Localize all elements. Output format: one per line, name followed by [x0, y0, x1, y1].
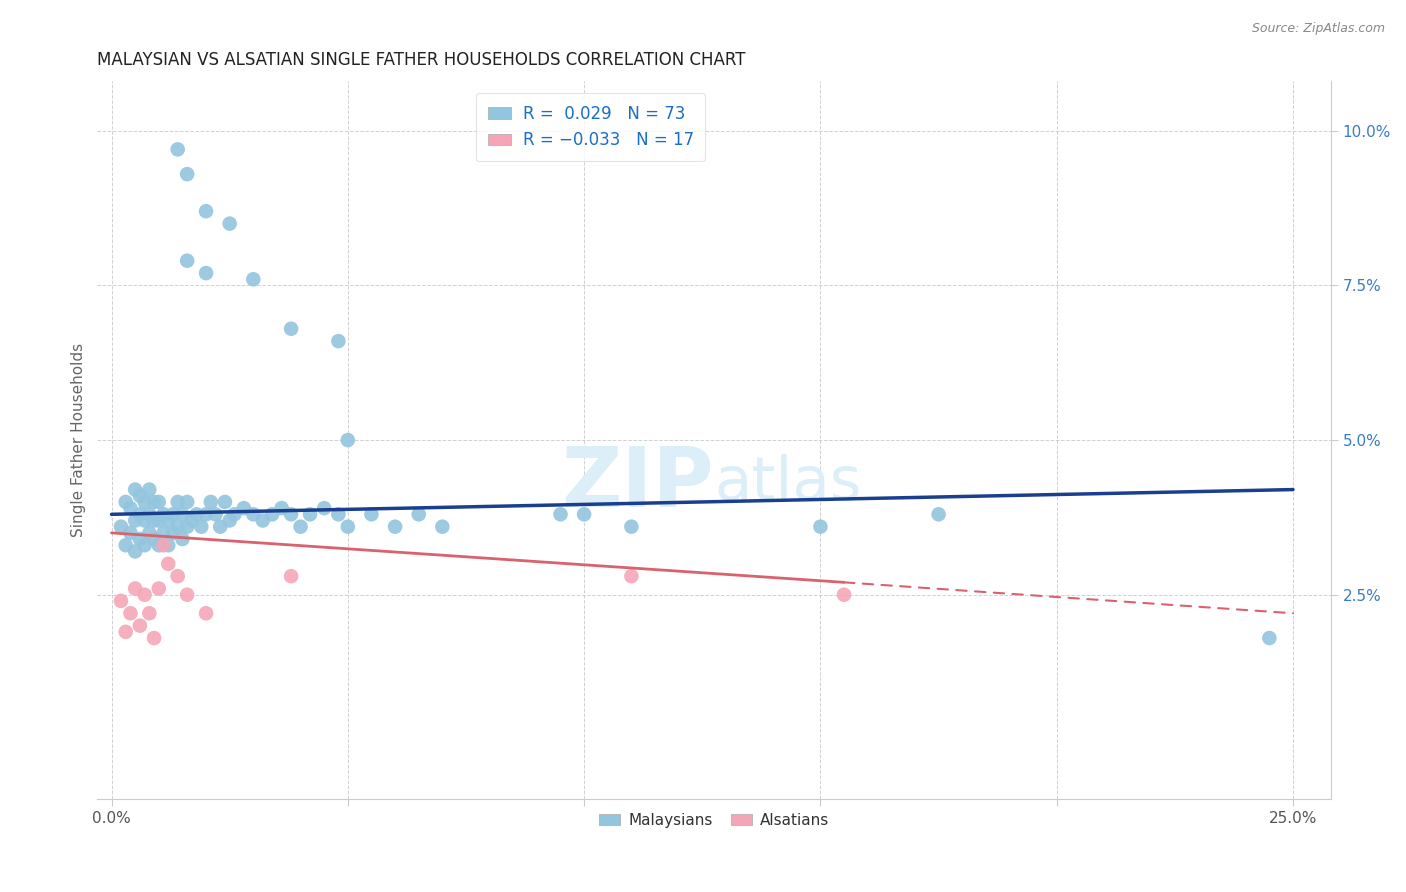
Point: [152, 538, 174, 552]
Point: [832, 588, 855, 602]
Point: [620, 569, 643, 583]
Point: [810, 519, 832, 533]
Point: [138, 607, 160, 621]
Point: [128, 618, 150, 632]
Text: MALAYSIAN VS ALSATIAN SINGLE FATHER HOUSEHOLDS CORRELATION CHART: MALAYSIAN VS ALSATIAN SINGLE FATHER HOUS…: [97, 51, 745, 69]
Point: [200, 495, 222, 509]
Point: [134, 495, 156, 509]
Point: [180, 514, 202, 528]
Point: [176, 167, 198, 181]
Point: [176, 588, 198, 602]
Point: [120, 501, 142, 516]
Point: [172, 532, 194, 546]
Point: [218, 217, 240, 231]
Point: [252, 514, 274, 528]
Point: [176, 253, 198, 268]
Point: [195, 204, 218, 219]
Point: [550, 508, 572, 522]
Point: [157, 538, 180, 552]
Point: [186, 508, 208, 522]
Point: [209, 519, 232, 533]
Point: [114, 495, 136, 509]
Point: [1258, 631, 1281, 645]
Point: [195, 266, 218, 280]
Point: [152, 508, 174, 522]
Point: [120, 607, 142, 621]
Point: [143, 631, 166, 645]
Point: [218, 514, 240, 528]
Point: [166, 142, 188, 156]
Point: [128, 532, 150, 546]
Point: [195, 607, 218, 621]
Point: [620, 519, 643, 533]
Point: [336, 433, 359, 447]
Point: [114, 538, 136, 552]
Point: [134, 538, 156, 552]
Point: [204, 508, 226, 522]
Point: [270, 501, 292, 516]
Point: [242, 508, 264, 522]
Point: [280, 322, 302, 336]
Point: [124, 483, 146, 497]
Text: atlas: atlas: [714, 454, 862, 513]
Point: [262, 508, 284, 522]
Point: [172, 508, 194, 522]
Point: [336, 519, 359, 533]
Point: [328, 334, 350, 348]
Point: [110, 594, 132, 608]
Y-axis label: Single Father Households: Single Father Households: [72, 343, 86, 537]
Point: [242, 272, 264, 286]
Point: [166, 569, 188, 583]
Point: [110, 519, 132, 533]
Point: [138, 508, 160, 522]
Text: Source: ZipAtlas.com: Source: ZipAtlas.com: [1251, 22, 1385, 36]
Point: [143, 495, 166, 509]
Point: [232, 501, 254, 516]
Point: [124, 544, 146, 558]
Point: [138, 525, 160, 540]
Point: [360, 508, 382, 522]
Point: [432, 519, 454, 533]
Point: [290, 519, 312, 533]
Point: [572, 508, 595, 522]
Point: [928, 508, 950, 522]
Point: [298, 508, 321, 522]
Point: [280, 569, 302, 583]
Point: [148, 514, 170, 528]
Legend: Malaysians, Alsatians: Malaysians, Alsatians: [593, 807, 835, 834]
Point: [138, 483, 160, 497]
Point: [162, 525, 184, 540]
Point: [128, 489, 150, 503]
Point: [190, 519, 212, 533]
Point: [114, 624, 136, 639]
Point: [384, 519, 406, 533]
Point: [224, 508, 246, 522]
Point: [314, 501, 336, 516]
Text: ZIP: ZIP: [561, 442, 714, 524]
Point: [280, 508, 302, 522]
Point: [148, 582, 170, 596]
Point: [166, 495, 188, 509]
Point: [124, 514, 146, 528]
Point: [128, 508, 150, 522]
Point: [152, 525, 174, 540]
Point: [195, 508, 218, 522]
Point: [162, 508, 184, 522]
Point: [214, 495, 236, 509]
Point: [148, 495, 170, 509]
Point: [124, 582, 146, 596]
Point: [157, 514, 180, 528]
Point: [148, 538, 170, 552]
Point: [143, 514, 166, 528]
Point: [120, 525, 142, 540]
Point: [176, 495, 198, 509]
Point: [134, 514, 156, 528]
Point: [166, 519, 188, 533]
Point: [176, 519, 198, 533]
Point: [134, 588, 156, 602]
Point: [143, 532, 166, 546]
Point: [157, 557, 180, 571]
Point: [408, 508, 430, 522]
Point: [328, 508, 350, 522]
